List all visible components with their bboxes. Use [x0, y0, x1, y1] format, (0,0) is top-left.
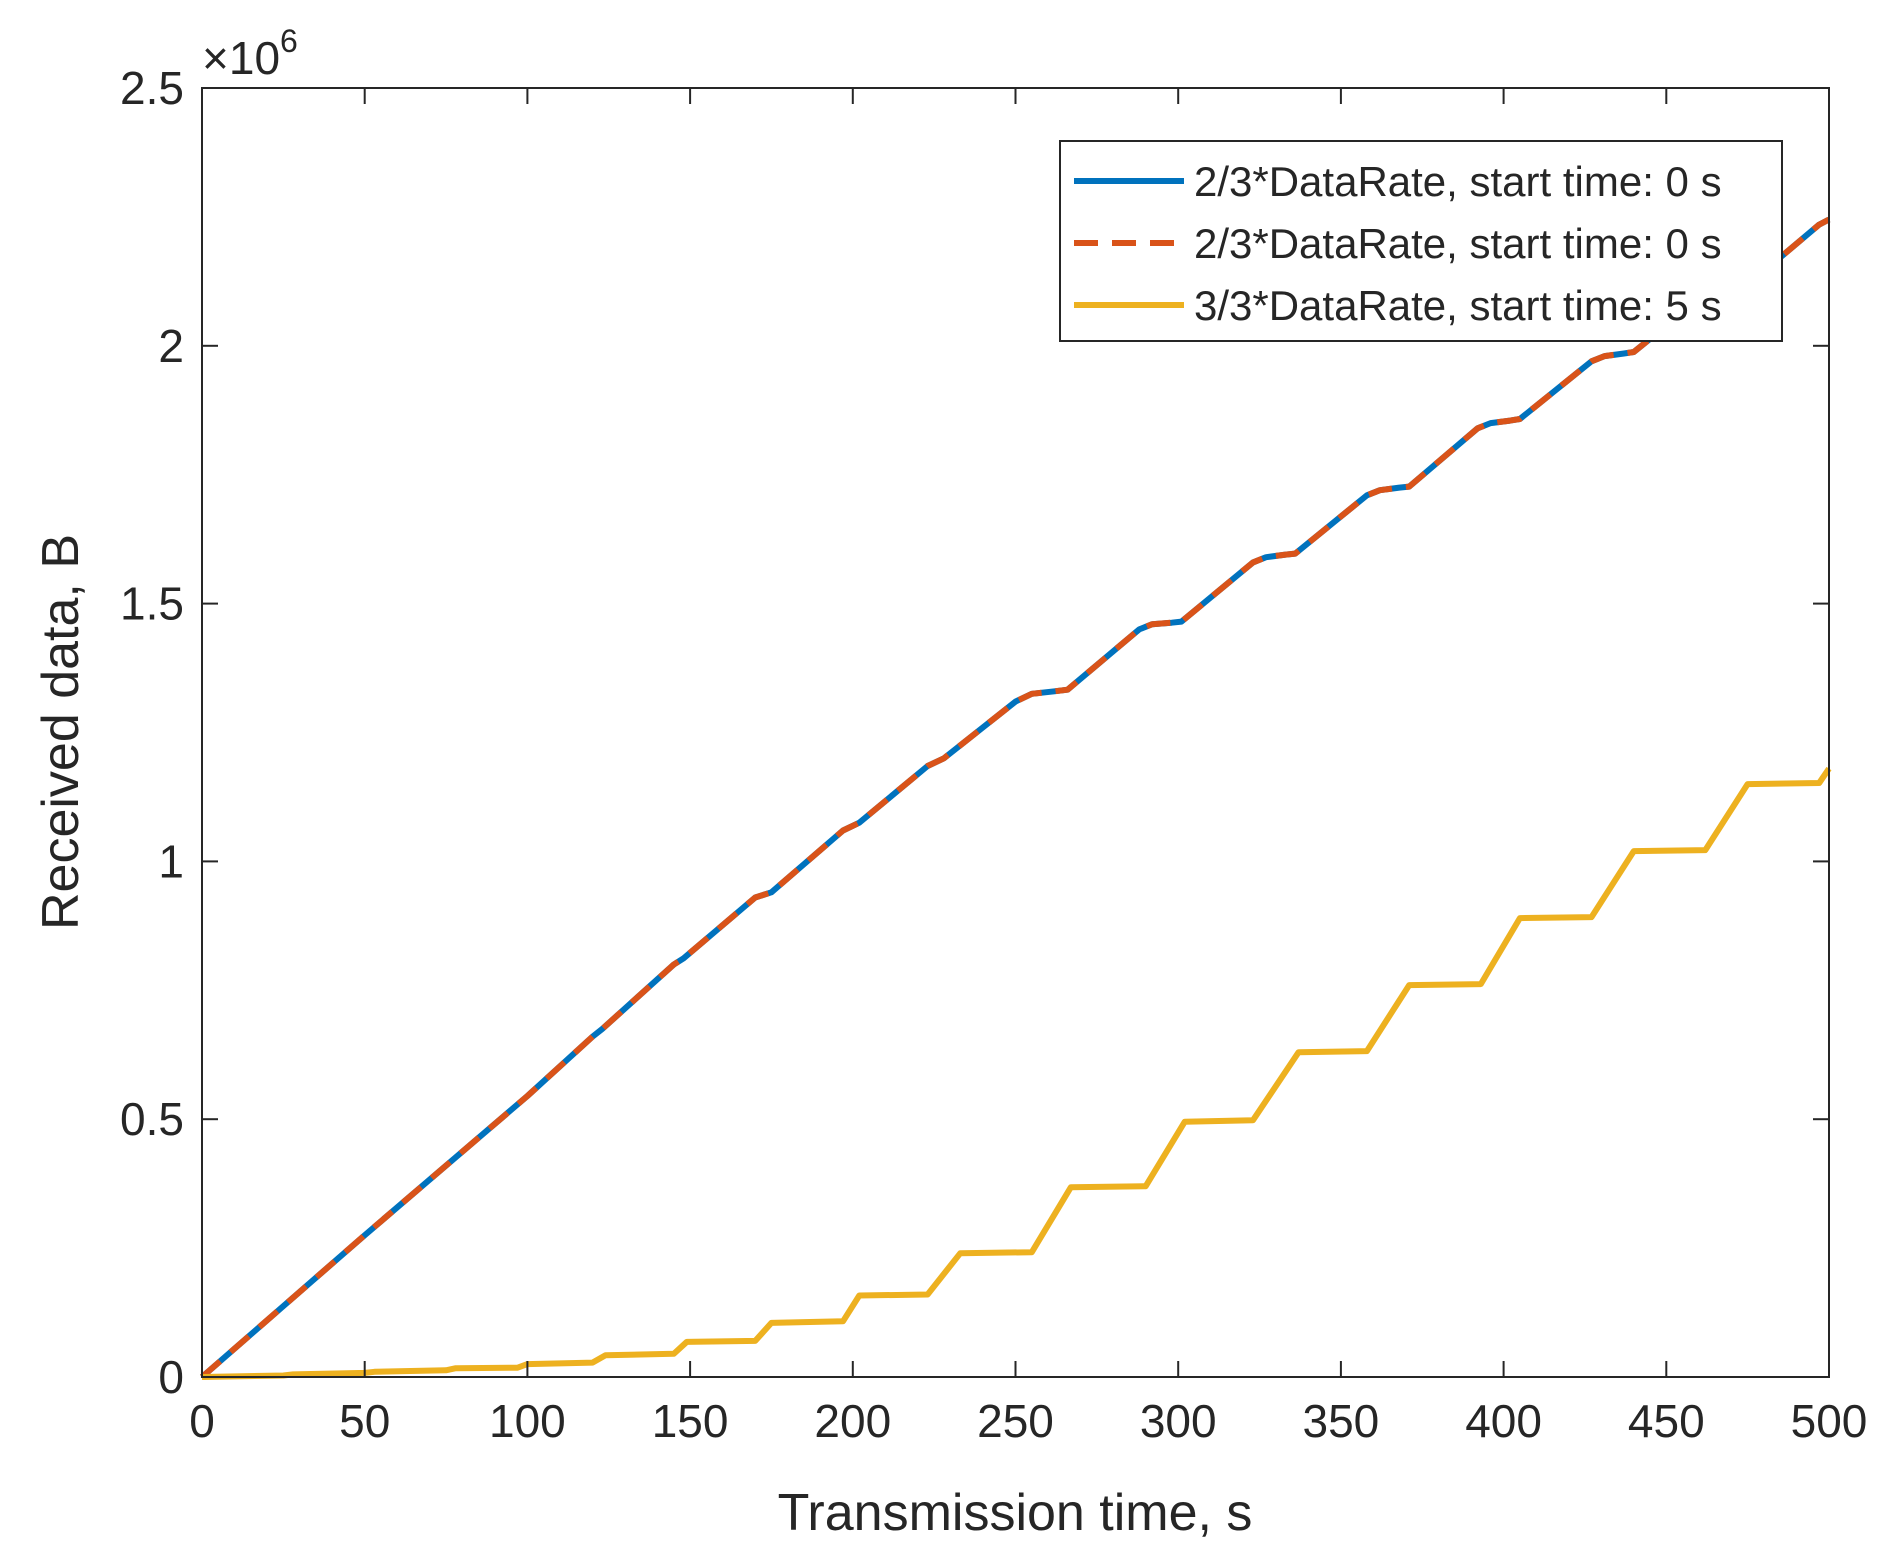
- x-tick-label: 500: [1791, 1395, 1868, 1447]
- x-axis-ticks: 0 50 100 150 200 250 300 350 400 450 500: [189, 88, 1867, 1447]
- legend-label-3: 3/3*DataRate, start time: 5 s: [1194, 282, 1722, 329]
- x-tick-label: 300: [1140, 1395, 1217, 1447]
- series-line-3: [201, 766, 1832, 1380]
- y-tick-label: 1: [158, 835, 184, 887]
- x-tick-label: 450: [1628, 1395, 1705, 1447]
- y-tick-label: 2.5: [120, 62, 184, 114]
- x-tick-label: 50: [339, 1395, 390, 1447]
- y-tick-label: 1.5: [120, 578, 184, 630]
- y-tick-label: 2: [158, 320, 184, 372]
- y-axis-label: Received data, B: [32, 534, 90, 930]
- x-tick-label: 400: [1465, 1395, 1542, 1447]
- y-tick-label: 0.5: [120, 1093, 184, 1145]
- plot-frame: [201, 87, 1830, 1378]
- x-tick-label: 100: [489, 1395, 566, 1447]
- x-tick-label: 200: [814, 1395, 891, 1447]
- series-line-2: [200, 216, 1831, 1380]
- x-tick-label: 350: [1303, 1395, 1380, 1447]
- series-layer: [200, 216, 1832, 1380]
- x-tick-label: 0: [189, 1395, 215, 1447]
- legend-label-1: 2/3*DataRate, start time: 0 s: [1194, 158, 1722, 205]
- x-tick-label: 150: [652, 1395, 729, 1447]
- y-exponent-label: ×106: [202, 23, 298, 84]
- legend: 2/3*DataRate, start time: 0 s 2/3*DataRat…: [1059, 140, 1783, 342]
- x-axis-label: Transmission time, s: [778, 1484, 1253, 1542]
- y-tick-label: 0: [158, 1351, 184, 1403]
- legend-label-2: 2/3*DataRate, start time: 0 s: [1194, 220, 1722, 267]
- y-axis-ticks: 0 0.5 1 1.5 2 2.5: [120, 62, 1829, 1403]
- x-tick-label: 250: [977, 1395, 1054, 1447]
